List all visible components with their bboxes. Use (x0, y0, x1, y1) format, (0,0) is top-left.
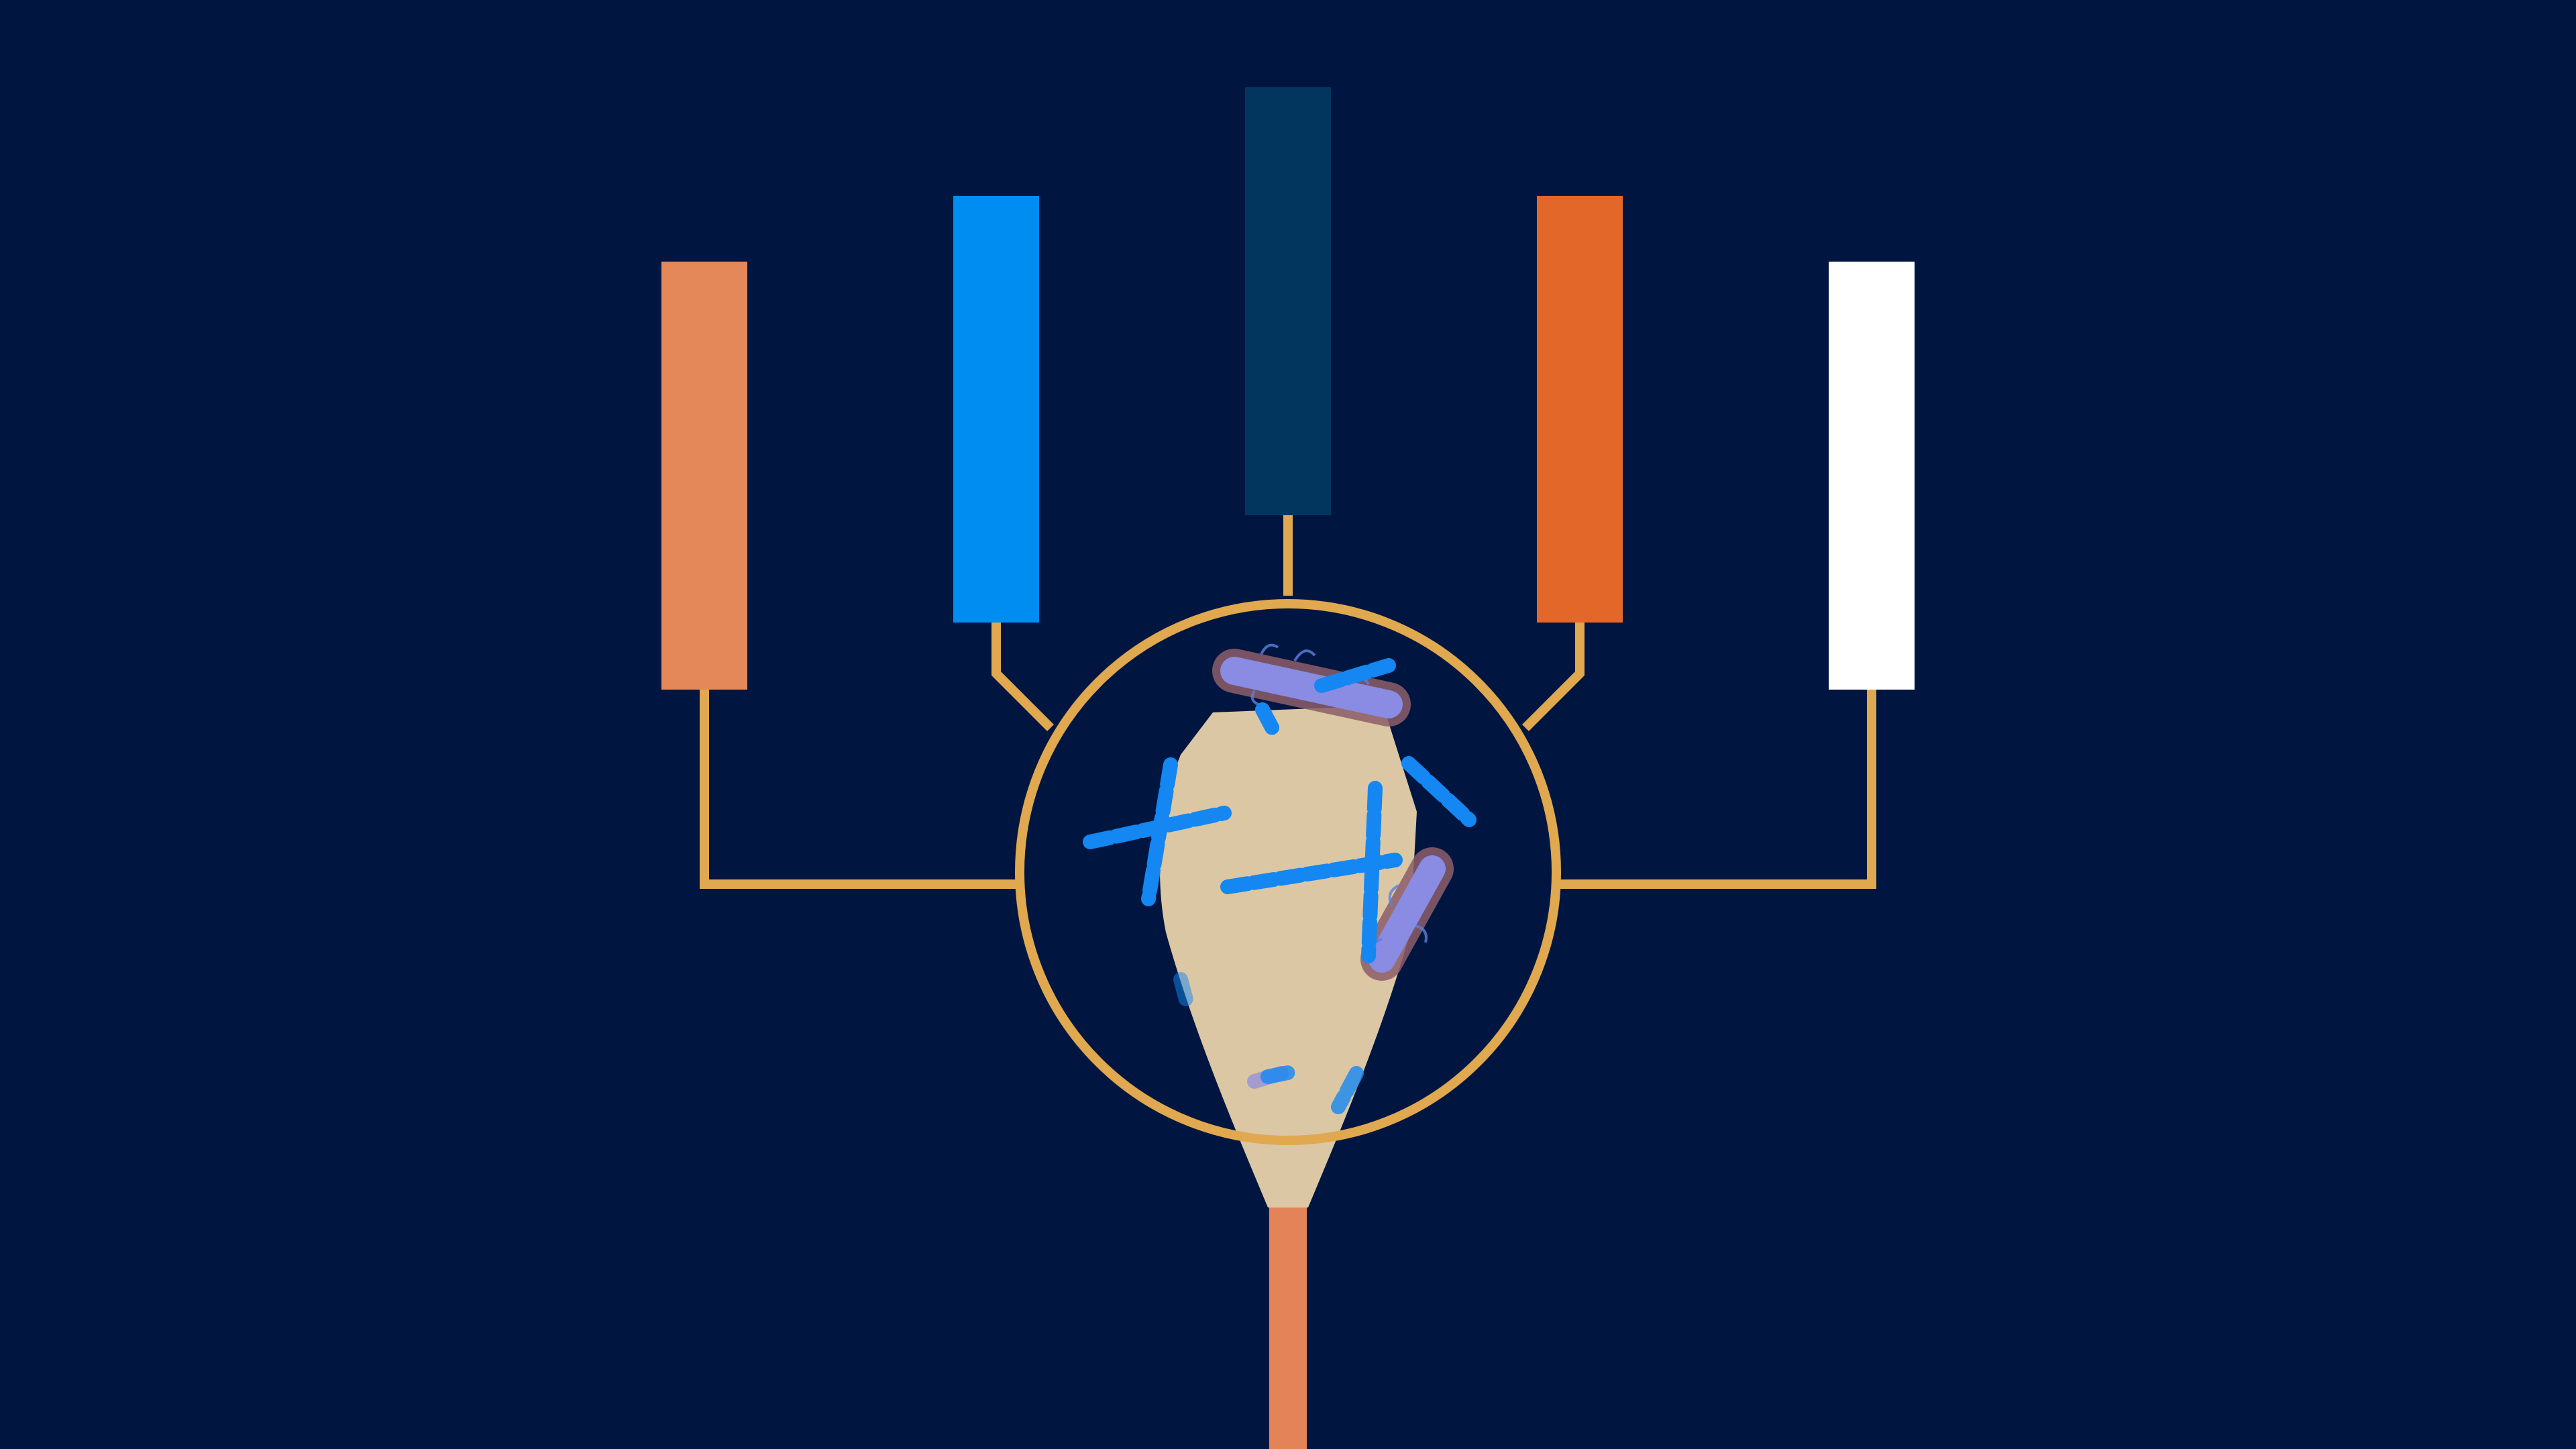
bar-deep-orange (1537, 196, 1623, 623)
connector-bar-5 (1560, 690, 1876, 889)
category-bars (661, 87, 1915, 690)
streptococcus-chain-icon (1173, 972, 1193, 1007)
streptococcus-chain-icon (1401, 756, 1477, 827)
bar-bright-blue (953, 196, 1039, 623)
cotton-swab-stick (1269, 1201, 1307, 1449)
streptococcus-chain-icon (1331, 1066, 1364, 1114)
connector-lines (700, 515, 1876, 889)
streptococcus-chain-icon (1141, 757, 1178, 906)
streptococcus-chain-icon (1255, 702, 1282, 740)
streptococcus-chain-icon (1361, 781, 1383, 963)
bacillus-rod-icon (1212, 643, 1411, 727)
bacteria-group (1083, 643, 1477, 1114)
connector-bar-4 (1522, 623, 1585, 731)
connector-bar-2 (991, 623, 1054, 731)
bar-dark-navy (1245, 87, 1331, 515)
bar-white (1829, 262, 1915, 690)
streptococcus-chain-icon (1314, 658, 1396, 693)
connector-bar-1 (700, 690, 1016, 889)
bar-light-orange (661, 262, 747, 690)
streptococcus-chain-icon (1260, 1065, 1299, 1084)
magnifier-ring-icon (1015, 599, 1561, 1145)
